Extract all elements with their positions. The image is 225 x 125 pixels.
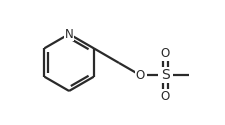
- Text: O: O: [160, 48, 169, 60]
- Text: N: N: [64, 28, 73, 40]
- Text: S: S: [160, 68, 169, 82]
- Text: O: O: [160, 90, 169, 103]
- Text: O: O: [135, 69, 144, 82]
